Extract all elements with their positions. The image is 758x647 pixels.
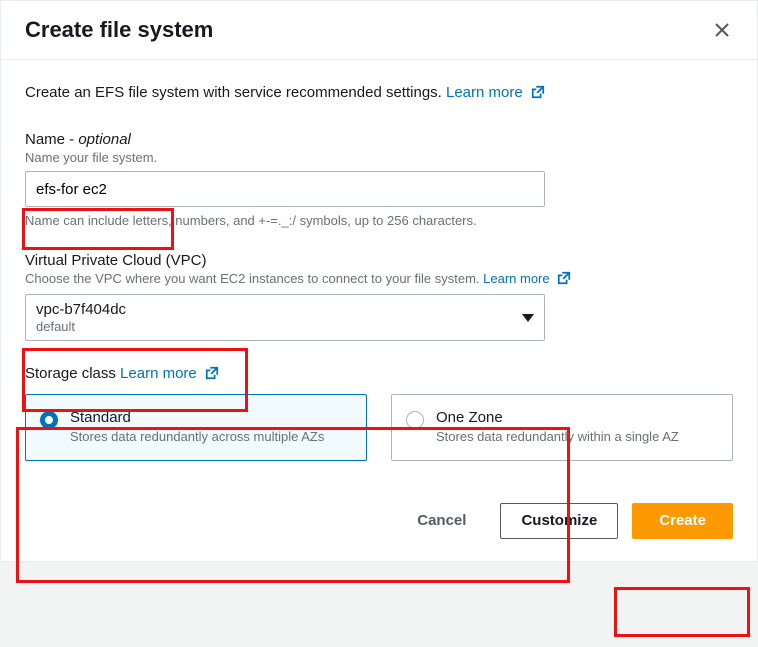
tile-title: Standard xyxy=(70,409,352,426)
name-input[interactable] xyxy=(25,171,545,207)
vpc-hint: Choose the VPC where you want EC2 instan… xyxy=(25,271,733,288)
name-label: Name - optional xyxy=(25,131,733,148)
create-file-system-dialog: Create file system Create an EFS file sy… xyxy=(0,0,758,562)
radio-icon xyxy=(40,411,58,429)
cancel-button[interactable]: Cancel xyxy=(397,504,486,538)
dialog-header: Create file system xyxy=(1,1,757,60)
tile-desc: Stores data redundantly across multiple … xyxy=(70,428,352,446)
vpc-select-sub: default xyxy=(36,319,126,334)
intro-learn-more-label: Learn more xyxy=(446,84,523,101)
vpc-label: Virtual Private Cloud (VPC) xyxy=(25,252,733,269)
storage-class-label: Storage class Learn more xyxy=(25,365,733,384)
storage-class-field: Storage class Learn more Standard Stores… xyxy=(25,365,733,461)
tile-title: One Zone xyxy=(436,409,718,426)
vpc-field: Virtual Private Cloud (VPC) Choose the V… xyxy=(25,252,733,341)
intro-text-content: Create an EFS file system with service r… xyxy=(25,84,446,101)
highlight-box xyxy=(614,587,750,637)
name-help: Name can include letters, numbers, and +… xyxy=(25,213,733,228)
dialog-body: Create an EFS file system with service r… xyxy=(1,60,757,489)
external-link-icon xyxy=(531,85,545,103)
storage-learn-more-link[interactable]: Learn more xyxy=(120,365,219,382)
close-icon xyxy=(714,22,730,38)
storage-tile-standard[interactable]: Standard Stores data redundantly across … xyxy=(25,394,367,461)
external-link-icon xyxy=(205,366,219,384)
customize-button[interactable]: Customize xyxy=(500,503,618,539)
vpc-select[interactable]: vpc-b7f404dc default xyxy=(25,294,545,341)
intro-text: Create an EFS file system with service r… xyxy=(25,84,733,103)
vpc-select-value: vpc-b7f404dc xyxy=(36,301,126,319)
dialog-footer: Cancel Customize Create xyxy=(1,489,757,561)
name-field: Name - optional Name your file system. N… xyxy=(25,131,733,228)
tile-desc: Stores data redundantly within a single … xyxy=(436,428,718,446)
dialog-title: Create file system xyxy=(25,17,213,43)
external-link-icon xyxy=(557,271,571,288)
storage-class-tiles: Standard Stores data redundantly across … xyxy=(25,394,733,461)
storage-tile-one-zone[interactable]: One Zone Stores data redundantly within … xyxy=(391,394,733,461)
create-button[interactable]: Create xyxy=(632,503,733,539)
vpc-learn-more-link[interactable]: Learn more xyxy=(483,271,571,286)
radio-icon xyxy=(406,411,424,429)
name-hint: Name your file system. xyxy=(25,150,733,165)
close-button[interactable] xyxy=(711,19,733,41)
chevron-down-icon xyxy=(522,309,534,327)
intro-learn-more-link[interactable]: Learn more xyxy=(446,84,545,101)
